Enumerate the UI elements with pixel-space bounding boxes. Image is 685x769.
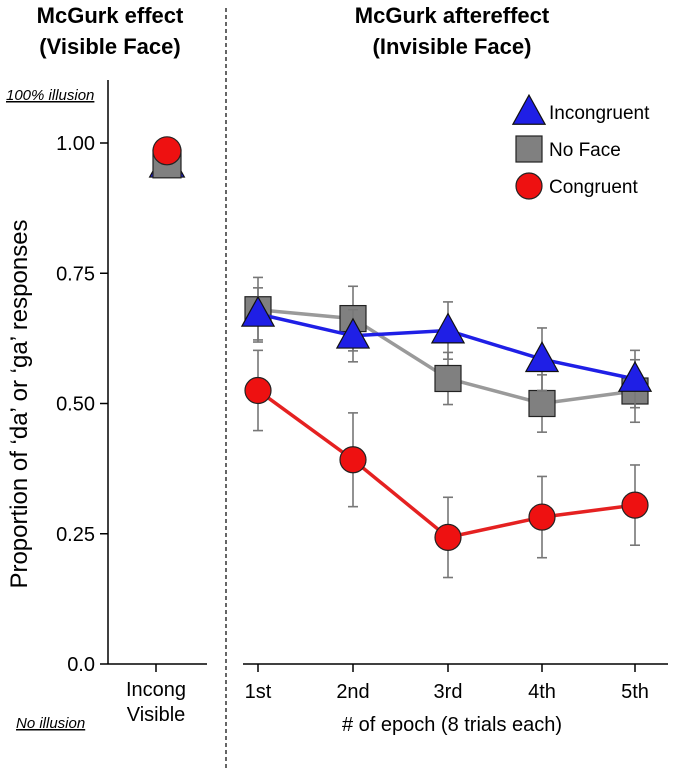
data-point-congruent [528, 503, 556, 531]
x-tick-label: 3rd [434, 681, 463, 703]
data-point-no-face [434, 364, 462, 393]
y-tick-label: 1.00 [56, 133, 95, 155]
data-point-incongruent [524, 341, 560, 373]
legend-marker-incongruent [511, 93, 547, 125]
x-tick-label: 4th [528, 681, 556, 703]
y-tick-label: 0.50 [56, 394, 95, 416]
x-ticks: 1st 2nd 3rd 4th 5th [155, 664, 649, 703]
series-layer [240, 276, 653, 579]
x-axis-label: # of epoch (8 trials each) [342, 714, 562, 736]
annotation-top: 100% illusion [6, 87, 94, 104]
data-point-incongruent [430, 312, 466, 344]
data-point-no-face [528, 389, 556, 418]
x-tick-label: 5th [621, 681, 649, 703]
panel-title-visible-line1: McGurk effect [37, 3, 184, 28]
x-tick-label: 2nd [336, 681, 369, 703]
visible-face-marks [148, 136, 186, 179]
x-tick-label: 1st [245, 681, 272, 703]
legend-marker-no-face [515, 135, 543, 163]
series-line-congruent [256, 389, 636, 540]
legend-label-incongruent: Incongruent [549, 103, 650, 124]
y-tick-label: 0.0 [67, 654, 95, 676]
data-point-incongruent [335, 317, 371, 349]
y-tick-label: 0.75 [56, 263, 95, 285]
data-point-incongruent [240, 295, 276, 327]
data-point-congruent [434, 523, 462, 551]
panel-title-invisible-line2: (Invisible Face) [373, 34, 532, 59]
series-no-face [244, 276, 649, 433]
visible-point-congruent [152, 136, 182, 166]
y-tick-label: 0.25 [56, 524, 95, 546]
panel-title-visible-line2: (Visible Face) [39, 34, 180, 59]
data-point-congruent [339, 446, 367, 474]
legend-label-congruent: Congruent [549, 177, 638, 198]
y-ticks: 0.0 0.25 0.50 0.75 1.00 [56, 133, 108, 676]
legend: Incongruent No Face Congruent [511, 93, 650, 200]
series-incongruent [240, 287, 653, 409]
series-congruent [244, 349, 649, 579]
legend-marker-congruent [515, 172, 543, 200]
data-point-incongruent [617, 360, 653, 392]
y-axis-label: Proportion of ‘da’ or ‘ga’ responses [6, 219, 33, 588]
data-point-congruent [621, 491, 649, 519]
x-tick-label-visible-line2: Visible [127, 704, 186, 726]
panel-title-invisible-line1: McGurk aftereffect [355, 3, 550, 28]
legend-label-no-face: No Face [549, 140, 621, 161]
annotation-bottom: No illusion [16, 715, 85, 732]
data-point-congruent [244, 376, 272, 405]
x-tick-label-visible-line1: Incong [126, 679, 186, 701]
